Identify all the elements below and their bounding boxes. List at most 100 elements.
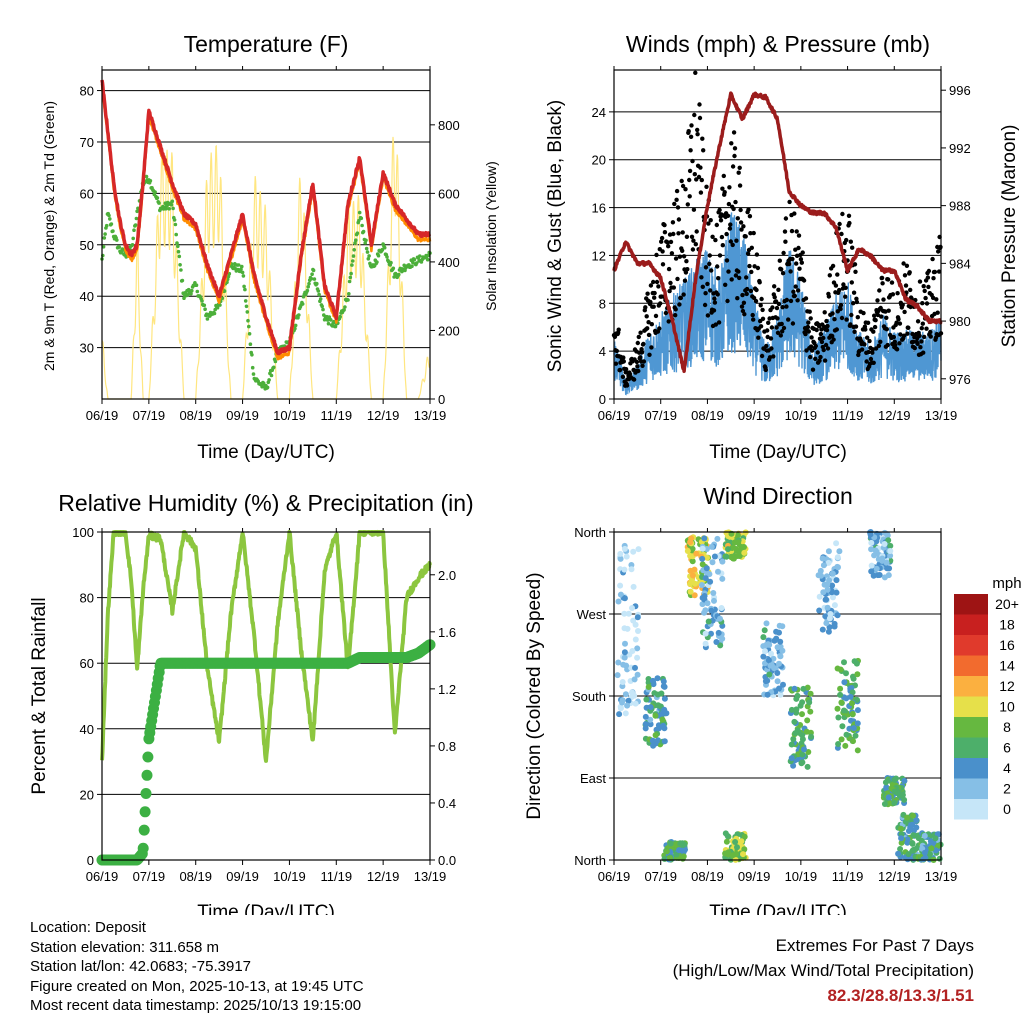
wind-direction-point [936, 855, 943, 862]
wind-direction-point [834, 705, 841, 712]
gust-point [719, 234, 725, 240]
wind-direction-point [842, 742, 849, 749]
gust-point [895, 291, 900, 296]
wind-direction-point [738, 838, 745, 845]
y-tick-label: 0 [87, 853, 94, 868]
gust-point [731, 206, 736, 212]
direction-panel: Wind Direction NorthEastSouthWestNorth06… [524, 483, 1022, 915]
gust-point [709, 268, 714, 273]
wind-direction-point [788, 741, 795, 748]
gust-point [891, 334, 896, 340]
wind-direction-point [895, 850, 902, 857]
wind-direction-point [909, 840, 916, 846]
gust-point [809, 335, 814, 340]
dewpoint-point [111, 229, 115, 233]
gust-point [711, 308, 717, 313]
dewpoint-point [267, 378, 271, 382]
gust-point [659, 239, 664, 244]
wind-direction-point [881, 574, 888, 581]
gust-point [665, 240, 670, 245]
gust-point [674, 197, 679, 202]
y-tick-label: 60 [80, 656, 94, 671]
y-tick-label: 16 [592, 201, 606, 216]
y2-tick-label: 0.8 [438, 739, 456, 754]
wind-direction-point [771, 637, 778, 644]
wind-direction-point [654, 675, 661, 682]
wind-direction-point [617, 591, 624, 598]
dewpoint-point [366, 257, 371, 261]
y2-tick-label: 0.4 [438, 796, 456, 811]
gust-point [853, 324, 859, 329]
wind-direction-point [837, 685, 844, 692]
dewpoint-point [363, 241, 368, 245]
gust-point [873, 318, 878, 323]
wind-direction-point [704, 554, 711, 561]
wind-direction-point [765, 657, 772, 664]
wind-direction-point [922, 854, 929, 861]
gust-point [844, 237, 849, 243]
station-elevation: Station elevation: 311.658 m [30, 938, 220, 956]
gust-point [930, 256, 935, 262]
dewpoint-point [176, 244, 180, 249]
gust-point [872, 324, 878, 330]
gust-point [906, 325, 911, 330]
gust-point [786, 317, 791, 322]
gust-point [631, 377, 637, 382]
gust-point [778, 333, 783, 338]
gust-point [662, 222, 667, 228]
wind-direction-point [837, 691, 844, 698]
wind-direction-point [630, 617, 637, 624]
wind-direction-point [854, 720, 861, 727]
dewpoint-point [321, 307, 325, 312]
y-tick-label: 70 [80, 135, 94, 150]
wind-direction-point [909, 847, 916, 854]
dewpoint-point [170, 199, 175, 204]
gust-point [834, 327, 839, 332]
wind-direction-point [622, 691, 629, 698]
wind-direction-point [711, 597, 717, 604]
wind-direction-point [868, 562, 875, 569]
gust-point [921, 284, 926, 289]
wind-direction-point [822, 613, 829, 620]
gust-point [807, 309, 812, 314]
gust-point [699, 177, 704, 183]
dewpoint-point [361, 229, 366, 234]
dewpoint-point [412, 257, 417, 262]
gust-point [803, 296, 809, 301]
gust-point [770, 305, 775, 310]
wind-direction-point [797, 702, 804, 709]
x-tick-label: 07/19 [644, 408, 677, 423]
gust-point [751, 317, 756, 322]
wind-direction-point [723, 529, 730, 536]
gust-point [654, 279, 660, 285]
wind-direction-point [623, 662, 630, 669]
gust-point [780, 329, 785, 334]
wind-direction-point [879, 557, 886, 564]
gust-point [677, 302, 682, 307]
wind-direction-point [779, 623, 786, 630]
extremes-subtitle: (High/Low/Max Wind/Total Precipitation) [672, 961, 974, 980]
dewpoint-point [315, 281, 319, 286]
gust-point [721, 173, 726, 179]
colorbar-swatch [954, 799, 988, 820]
gust-point [725, 213, 731, 218]
wind-direction-point [713, 639, 720, 645]
dewpoint-point [365, 250, 370, 254]
dewpoint-point [414, 261, 419, 265]
y-tick-label: 80 [80, 591, 94, 606]
wind-direction-point [847, 693, 854, 700]
gust-point [844, 317, 849, 322]
wind-direction-point [852, 732, 859, 739]
gust-point [879, 314, 884, 319]
gust-point [825, 346, 831, 351]
gust-point [676, 231, 681, 236]
gust-point [750, 312, 755, 318]
temperature-ylabel: 2m & 9m T (Red, Orange) & 2m Td (Green) [41, 101, 57, 371]
wind-direction-point [631, 676, 638, 683]
wind-direction-point [634, 654, 641, 661]
wind-direction-point [649, 677, 656, 684]
gust-point [698, 190, 704, 195]
wind-direction-point [741, 846, 748, 853]
gust-point [648, 283, 654, 288]
gust-point [875, 298, 880, 303]
